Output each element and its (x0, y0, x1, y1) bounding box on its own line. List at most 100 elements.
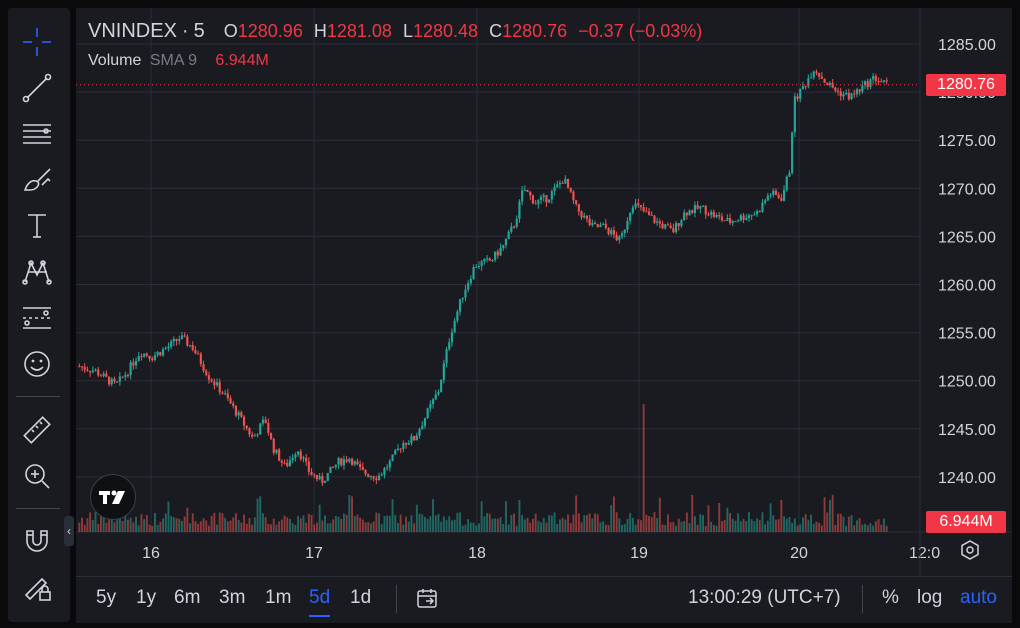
volume-bar (594, 513, 596, 532)
candle-body (145, 353, 148, 356)
candle-body (218, 382, 221, 393)
volume-bar (807, 519, 810, 532)
timeframe-1m[interactable]: 1m (265, 587, 292, 608)
candle-body (383, 467, 386, 475)
candle-body (469, 278, 472, 284)
pattern-icon[interactable] (19, 254, 55, 290)
prediction-icon[interactable] (19, 300, 55, 336)
candle-body (453, 320, 456, 333)
collapse-toolbar-button[interactable]: ‹ (64, 516, 74, 546)
tradingview-logo[interactable] (90, 474, 136, 520)
volume-bar (564, 519, 567, 532)
auto-toggle[interactable]: auto (960, 587, 997, 608)
volume-bar (402, 524, 405, 532)
candle-body (159, 352, 162, 356)
volume-label[interactable]: Volume (88, 52, 142, 69)
interval-label[interactable]: 5 (193, 20, 205, 42)
lock-drawing-icon[interactable] (19, 568, 55, 604)
candle-body (720, 216, 724, 221)
volume-bar (421, 514, 424, 532)
volume-bar (86, 518, 89, 532)
candle-body (739, 215, 742, 221)
candle-body (561, 182, 564, 184)
volume-bar (135, 516, 137, 532)
candle-body (372, 476, 375, 479)
candle-body (880, 81, 883, 83)
volume-bar (729, 512, 731, 532)
volume-bar (105, 522, 108, 532)
volume-bar (586, 515, 588, 532)
candle-body (167, 346, 170, 349)
candle-body (186, 336, 189, 346)
candle-body (877, 81, 880, 83)
candle-body (429, 404, 432, 409)
candle-body (448, 342, 451, 350)
volume-bar (491, 518, 494, 532)
candle-body (750, 215, 753, 217)
brush-icon[interactable] (19, 162, 55, 198)
volume-bar (672, 522, 675, 532)
volume-bar (321, 520, 324, 532)
magnet-icon[interactable] (19, 522, 55, 558)
candle-body (234, 405, 238, 416)
candle-body (777, 194, 780, 198)
chart-pane[interactable]: 1285.001280.001275.001270.001265.001260.… (64, 8, 1012, 576)
emoji-icon[interactable] (19, 346, 55, 382)
timeframe-3m[interactable]: 3m (219, 587, 246, 608)
volume-bar (270, 524, 272, 532)
volume-bar (183, 516, 186, 532)
symbol-name[interactable]: VNINDEX (88, 20, 177, 42)
log-toggle[interactable]: log (917, 587, 943, 608)
candle-body (318, 476, 321, 480)
percent-toggle[interactable]: % (882, 587, 899, 608)
price-chart[interactable]: 1285.001280.001275.001270.001265.001260.… (76, 8, 1012, 576)
candle-body (726, 218, 729, 221)
zoom-in-icon[interactable] (19, 458, 55, 494)
trend-line-icon[interactable] (19, 70, 55, 106)
text-icon[interactable] (19, 208, 55, 244)
fib-retracement-icon[interactable] (19, 116, 55, 152)
timeframe-1d[interactable]: 1d (350, 587, 372, 608)
timeframe-1y[interactable]: 1y (136, 587, 157, 608)
candle-body (151, 358, 154, 360)
candle-body (172, 338, 175, 342)
ohlc-legend: VNINDEX · 5 O1280.96 H1281.08 L1280.48 C… (88, 20, 702, 43)
candle-body (450, 332, 454, 343)
volume-bar (685, 512, 688, 532)
timeframe-5y[interactable]: 5y (96, 587, 117, 608)
candle-body (755, 211, 759, 215)
candle-body (836, 90, 840, 92)
open-value: 1280.96 (237, 21, 303, 41)
timeframe-5d[interactable]: 5d (309, 587, 331, 617)
clock-timezone[interactable]: 13:00:29 (UTC+7) (688, 587, 841, 608)
candle-body (826, 82, 829, 85)
settings-icon[interactable] (960, 540, 980, 560)
y-tick-label: 1240.00 (938, 470, 996, 487)
candle-body (858, 89, 861, 92)
volume-bar (370, 523, 372, 532)
crosshair-icon[interactable] (19, 24, 55, 60)
volume-bar (739, 521, 742, 532)
candle-body (656, 221, 659, 223)
volume-bar (199, 521, 202, 532)
candle-body (91, 370, 94, 373)
volume-bar (772, 515, 775, 532)
candle-body (464, 289, 467, 298)
ruler-icon[interactable] (19, 412, 55, 448)
volume-bar (505, 501, 507, 532)
candle-body (199, 353, 202, 365)
timeframe-6m[interactable]: 6m (174, 587, 201, 608)
candle-body (237, 412, 240, 416)
candle-body (629, 212, 632, 221)
candle-body (734, 221, 737, 223)
date-range-icon[interactable] (416, 587, 438, 609)
volume-bar (94, 512, 97, 532)
volume-bar (480, 501, 483, 532)
candle-body (467, 283, 470, 290)
volume-bar (532, 518, 534, 532)
volume-bar (83, 524, 86, 532)
volume-bar (694, 516, 696, 532)
volume-bar (437, 513, 440, 532)
candle-body (377, 475, 381, 481)
volume-bar (864, 523, 866, 532)
